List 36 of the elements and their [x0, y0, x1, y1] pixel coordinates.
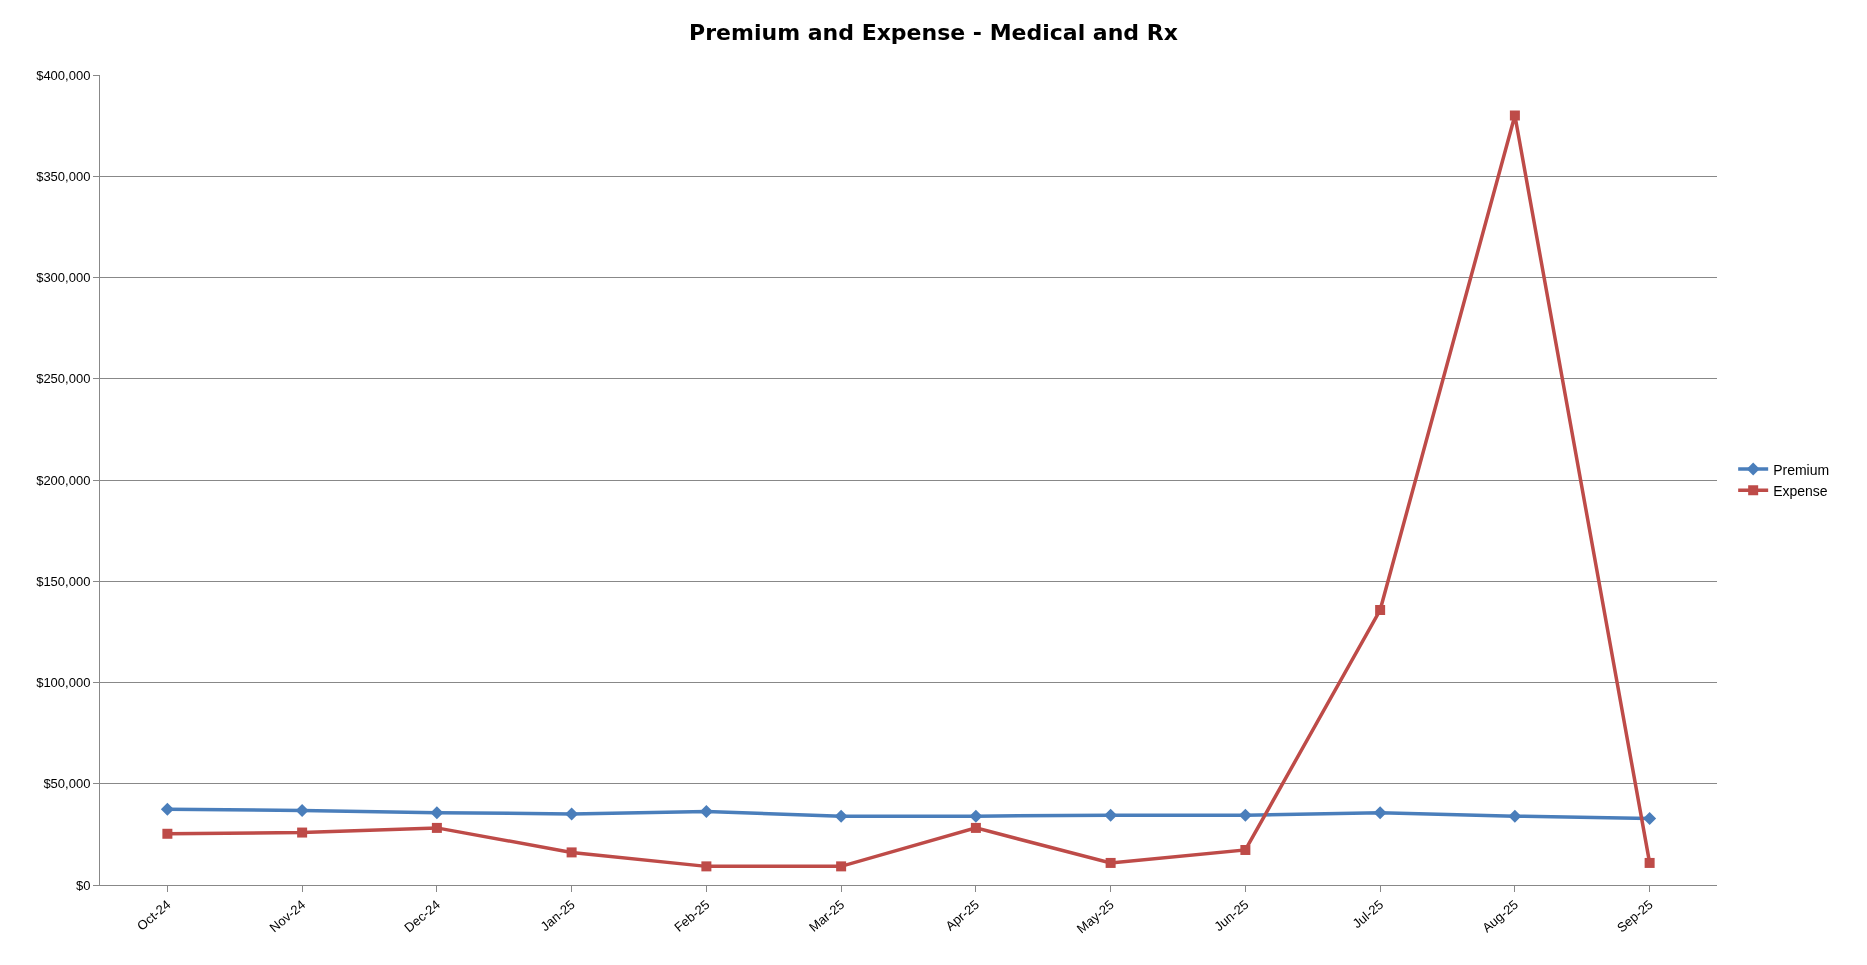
point — [565, 807, 579, 821]
point — [969, 809, 983, 823]
y-tick-label: $50,000 — [43, 776, 91, 792]
point — [1373, 806, 1387, 820]
chart-title: Premium and Expense - Medical and Rx — [689, 19, 1178, 45]
point — [836, 861, 847, 872]
point — [834, 809, 848, 823]
point — [1644, 857, 1655, 868]
y-tick-label: $300,000 — [36, 270, 91, 286]
point — [430, 806, 444, 820]
point — [970, 822, 981, 833]
point — [1508, 809, 1522, 823]
point — [1375, 605, 1386, 616]
y-tick-label: $250,000 — [36, 371, 91, 387]
point — [295, 803, 309, 817]
y-tick-label: $150,000 — [36, 573, 91, 589]
point — [297, 827, 308, 838]
y-tick-label: $400,000 — [36, 67, 91, 83]
point — [566, 847, 577, 858]
point — [1104, 808, 1118, 822]
y-tick-label: $100,000 — [36, 675, 91, 691]
point — [431, 822, 442, 833]
legend-label: Expense — [1773, 482, 1828, 499]
point — [160, 802, 174, 816]
y-tick-label: $350,000 — [36, 168, 91, 184]
point — [162, 828, 173, 839]
point — [701, 861, 712, 872]
point — [1240, 844, 1251, 855]
legend-label: Premium — [1773, 461, 1830, 478]
y-tick-label: $200,000 — [36, 472, 91, 488]
y-tick-label: $0 — [75, 877, 91, 893]
point — [1238, 808, 1252, 822]
point — [1105, 857, 1116, 868]
point — [699, 804, 713, 818]
point — [1509, 110, 1520, 121]
point — [1643, 812, 1657, 826]
